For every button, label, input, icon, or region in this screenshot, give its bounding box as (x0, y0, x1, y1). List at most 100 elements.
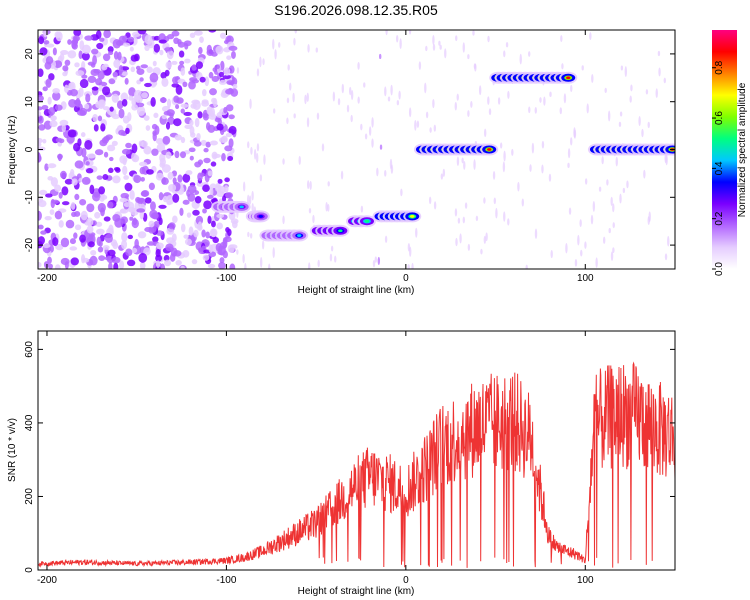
noise-streak (629, 95, 632, 103)
noise-blob (228, 114, 235, 120)
x-tick-label: -100 (216, 575, 236, 586)
noise-blob (146, 66, 153, 74)
noise-blob (91, 48, 99, 55)
noise-streak (349, 86, 352, 96)
noise-blob (175, 84, 183, 95)
noise-streak (541, 140, 545, 149)
tone-core (297, 234, 302, 237)
noise-blob (216, 123, 224, 131)
noise-blob (161, 77, 169, 88)
noise-streak (411, 262, 414, 269)
noise-blob (184, 42, 189, 50)
noise-blob (179, 60, 185, 65)
noise-streak (385, 30, 388, 36)
noise-blob (160, 72, 167, 79)
noise-blob (80, 210, 88, 221)
noise-blob (115, 167, 121, 173)
noise-streak (293, 37, 296, 46)
noise-streak (263, 154, 266, 165)
x-tick-label: 100 (577, 273, 594, 284)
noise-streak (444, 48, 447, 59)
noise-blob (217, 178, 223, 184)
noise-streak (329, 253, 333, 262)
noise-streak (371, 138, 374, 148)
noise-blob (193, 140, 202, 147)
noise-blob (102, 86, 111, 96)
noise-blob (226, 80, 235, 86)
noise-blob (89, 184, 95, 195)
noise-blob (215, 45, 224, 55)
noise-blob (199, 36, 204, 43)
noise-streak (620, 65, 624, 71)
noise-blob (195, 61, 204, 69)
noise-blob (227, 155, 234, 162)
noise-blob (73, 232, 78, 239)
noise-blob (67, 39, 72, 45)
noise-blob (150, 97, 156, 107)
noise-streak (308, 262, 311, 269)
noise-blob (94, 211, 101, 219)
noise-streak (341, 83, 345, 94)
noise-blob (60, 237, 70, 248)
noise-blob (172, 193, 180, 203)
spectrogram-x-ticks: -200 -100 0 100 (37, 30, 594, 284)
noise-blob (81, 52, 90, 61)
noise-blob (130, 66, 136, 73)
noise-blob (225, 132, 233, 138)
noise-blob (79, 198, 87, 206)
noise-streak (606, 179, 609, 186)
y-tick-label: 200 (24, 488, 35, 505)
noise-blob (197, 172, 203, 181)
noise-streak (259, 174, 263, 182)
noise-blob (192, 209, 200, 216)
noise-blob (64, 84, 69, 94)
noise-streak (321, 143, 325, 152)
noise-streak (429, 127, 432, 133)
noise-blob (60, 170, 67, 179)
noise-blob (140, 190, 149, 197)
noise-blob (103, 30, 111, 39)
noise-streak (289, 82, 292, 91)
noise-blob (180, 67, 186, 76)
noise-streak (497, 97, 501, 105)
noise-blob (81, 254, 86, 264)
colorbar-tick-label: 0.0 (714, 262, 725, 276)
noise-blob (49, 209, 55, 215)
noise-streak (488, 108, 492, 116)
noise-blob (46, 43, 55, 48)
noise-streak (432, 43, 436, 51)
noise-streak (549, 91, 552, 97)
noise-streak (425, 45, 428, 52)
noise-streak (591, 74, 594, 83)
noise-blob (176, 97, 184, 104)
noise-blob (205, 231, 210, 239)
noise-streak (592, 200, 596, 212)
noise-blob (98, 240, 103, 247)
noise-blob (179, 151, 187, 159)
snr-y-ticks: 0 200 400 600 (24, 341, 675, 573)
noise-streak (584, 241, 587, 249)
noise-blob (171, 233, 177, 242)
noise-blob (224, 145, 233, 152)
noise-blob (120, 208, 127, 214)
noise-blob (145, 125, 151, 131)
noise-streak (287, 64, 290, 71)
noise-streak (253, 148, 257, 160)
colorbar-tick-label: 0.6 (714, 111, 725, 125)
noise-blob (102, 245, 110, 250)
noise-streak (563, 93, 567, 104)
noise-blob (125, 142, 132, 149)
noise-blob (60, 49, 69, 55)
noise-streak (357, 96, 360, 104)
noise-blob (38, 210, 42, 221)
noise-blob (43, 261, 49, 269)
noise-blob (84, 139, 93, 150)
noise-streak (570, 84, 573, 92)
noise-blob (221, 152, 226, 162)
noise-blob (138, 252, 148, 263)
noise-streak (294, 30, 297, 34)
noise-streak (312, 214, 315, 224)
noise-blob (158, 192, 164, 201)
noise-blob (54, 104, 63, 111)
noise-streak (273, 108, 276, 114)
